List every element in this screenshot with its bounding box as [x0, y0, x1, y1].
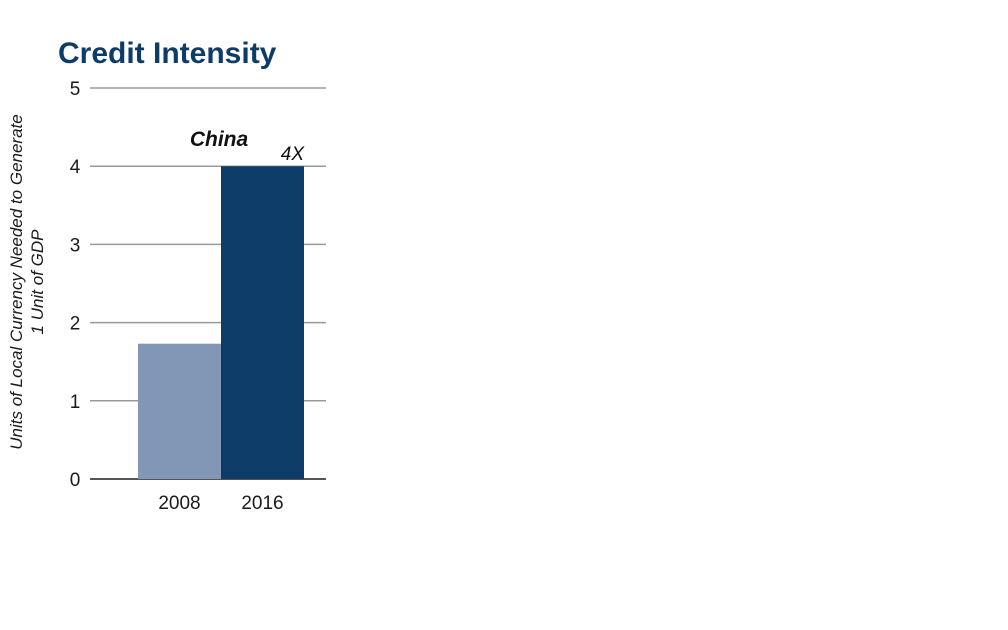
y-tick-label-2: 2 — [70, 314, 81, 335]
bars — [138, 166, 304, 479]
x-tick-label-2008: 2008 — [158, 493, 200, 514]
panel-label-china: China — [190, 128, 249, 151]
y-axis-label: Units of Local Currency Needed to Genera… — [7, 114, 47, 449]
y-axis-label-line-2: 1 Unit of GDP — [28, 229, 47, 335]
data-labels: 4X — [281, 144, 306, 165]
y-axis-label-line-1: Units of Local Currency Needed to Genera… — [7, 114, 26, 449]
y-tick-label-1: 1 — [70, 392, 81, 413]
bar-2016 — [221, 166, 304, 479]
x-tick-label-2016: 2016 — [241, 493, 283, 514]
y-tick-label-5: 5 — [70, 79, 81, 100]
y-tick-label-0: 0 — [70, 470, 81, 491]
crop-mask — [326, 30, 1008, 630]
y-tick-label-4: 4 — [70, 157, 81, 178]
y-tick-label-3: 3 — [70, 235, 81, 256]
data-label-2016: 4X — [281, 144, 306, 165]
y-tick-labels: 0 1 2 3 4 5 — [70, 79, 81, 491]
chart-title: Credit Intensity — [58, 37, 277, 70]
x-tick-labels: 2008 2016 — [158, 493, 283, 514]
bar-2008 — [138, 343, 221, 479]
